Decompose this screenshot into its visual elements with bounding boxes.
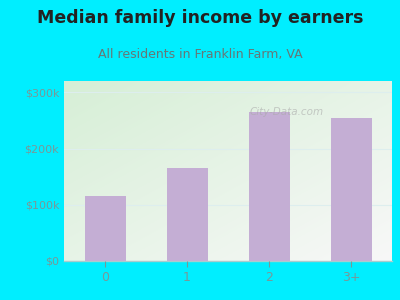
Text: City-Data.com: City-Data.com xyxy=(250,106,324,117)
Text: Median family income by earners: Median family income by earners xyxy=(37,9,363,27)
Bar xyxy=(166,168,208,261)
Bar xyxy=(84,196,126,261)
Bar xyxy=(248,112,290,261)
Text: All residents in Franklin Farm, VA: All residents in Franklin Farm, VA xyxy=(98,48,302,61)
Bar xyxy=(330,118,372,261)
